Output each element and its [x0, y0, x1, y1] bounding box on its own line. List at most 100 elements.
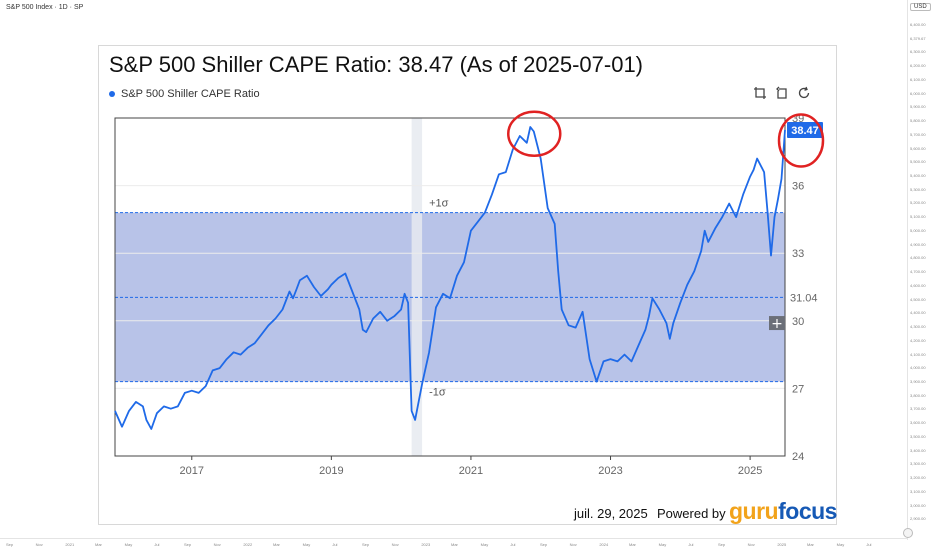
time-tick-label: Sep [184, 542, 192, 547]
time-tick-label: May [124, 542, 133, 547]
x-axis-ticks: 2017 2019 2021 2023 2025 [180, 456, 762, 477]
price-tick-label: 4,100.00 [910, 351, 926, 357]
time-tick-label: 2024 [599, 542, 609, 547]
tradingview-header: S&P 500 Index · 1D · SP [6, 4, 84, 11]
x-tick-label: 2025 [738, 465, 762, 477]
time-tick-label: Mar [629, 542, 636, 547]
chart-title: S&P 500 Shiller CAPE Ratio: 38.47 (As of… [109, 52, 644, 77]
y-tick-label: 30 [792, 316, 804, 328]
highlight-period [411, 118, 423, 456]
price-tick-label: 3,300.00 [910, 461, 926, 467]
price-tick-label: 3,100.00 [910, 488, 926, 494]
chart-toolbar [753, 86, 811, 100]
x-tick-label: 2023 [598, 465, 622, 477]
price-tick-label: 5,200.00 [910, 200, 926, 206]
price-tick-label: 3,500.00 [910, 433, 926, 439]
cape-line-chart: +1σ -1σ 31.04 2017 2019 2021 2023 2025 24 27 3… [114, 110, 825, 477]
price-tick-label: 6,000.00 [910, 90, 926, 96]
legend-dot-icon [109, 91, 115, 97]
time-tick-label: Nov [213, 542, 221, 547]
price-tick-label: 4,000.00 [910, 365, 926, 371]
scale-settings-button[interactable] [903, 528, 913, 538]
gurufocus-logo[interactable]: gurufocus [729, 498, 837, 524]
mean-value-label: 31.04 [790, 292, 818, 304]
powered-by-label: Powered by [657, 506, 726, 521]
minus-sigma-label: -1σ [429, 387, 446, 399]
price-tick-label: 5,300.00 [910, 186, 926, 192]
time-tick-label: Mar [807, 542, 814, 547]
price-tick-label: 5,800.00 [910, 118, 926, 124]
time-scale[interactable]: Sep Nov 2021 Mar May Jul Sep Nov 2022 Mar May Jul Se… [0, 538, 907, 551]
price-tick-label: 3,400.00 [910, 447, 926, 453]
time-tick-label: May [302, 542, 311, 547]
price-tick-label: 3,000.00 [910, 502, 926, 508]
time-tick-label: Sep [6, 542, 14, 547]
footer-date: juil. 29, 2025 [574, 506, 648, 521]
price-tick-label: 3,800.00 [910, 392, 926, 398]
last-value-badge [787, 121, 823, 138]
price-tick-label: 3,200.00 [910, 475, 926, 481]
time-tick-label: 2022 [243, 542, 253, 547]
y-tick-label: 36 [792, 181, 804, 193]
price-tick-label: 4,500.00 [910, 296, 926, 302]
current-circle-annotation [777, 113, 825, 168]
series-line-cape [114, 126, 786, 430]
time-tick-label: Nov [391, 542, 399, 547]
currency-badge[interactable]: USD [910, 3, 931, 11]
y-tick-label: 27 [792, 383, 804, 395]
price-tick-label: 4,200.00 [910, 337, 926, 343]
time-tick-label: May [836, 542, 845, 547]
plus-sigma-label: +1σ [429, 198, 449, 210]
add-button-bg[interactable] [769, 316, 785, 331]
time-tick-label: 2023 [421, 542, 431, 547]
price-tick-label: 5,500.00 [910, 159, 926, 165]
add-button[interactable]: + [769, 316, 785, 332]
time-tick-label: Jul [688, 542, 694, 547]
price-tick-label: 5,000.00 [910, 227, 926, 233]
legend-label: S&P 500 Shiller CAPE Ratio [121, 88, 260, 100]
price-tick-label: 5,700.00 [910, 131, 926, 137]
price-tick-label: 5,600.00 [910, 145, 926, 151]
price-tick-label: 3,700.00 [910, 406, 926, 412]
refresh-icon[interactable] [797, 86, 811, 100]
time-tick-label: Nov [747, 542, 755, 547]
crop-icon[interactable] [753, 86, 767, 100]
price-tick-label: 6,379.67 [910, 35, 926, 41]
time-tick-label: Mar [451, 542, 458, 547]
price-tick-label: 4,800.00 [910, 255, 926, 261]
time-tick-label: Sep [718, 542, 726, 547]
price-tick-label: 5,900.00 [910, 104, 926, 110]
price-scale[interactable]: USD 6,400.00 6,379.67 6,300.00 6,200.00 6,10… [907, 0, 932, 540]
peak-circle-annotation [507, 110, 562, 158]
time-tick-label: Nov [569, 542, 577, 547]
price-tick-label: 5,400.00 [910, 173, 926, 179]
cape-ratio-card: S&P 500 Shiller CAPE Ratio: 38.47 (As of… [98, 45, 837, 525]
price-tick-label: 4,900.00 [910, 241, 926, 247]
price-tick-label: 4,400.00 [910, 310, 926, 316]
x-tick-label: 2017 [180, 465, 204, 477]
y-tick-label: 24 [792, 451, 804, 463]
plot-frame [114, 117, 786, 457]
zoom-reset-icon[interactable] [775, 86, 789, 100]
time-tick-label: Nov [35, 542, 43, 547]
x-tick-label: 2019 [319, 465, 343, 477]
time-tick-label: Jul [332, 542, 338, 547]
time-tick-label: Jul [510, 542, 516, 547]
time-tick-label: May [658, 542, 667, 547]
price-tick-label: 6,400.00 [910, 22, 926, 27]
price-tick-label: 5,100.00 [910, 214, 926, 220]
time-tick-label: Sep [540, 542, 548, 547]
y-tick-label: 33 [792, 248, 804, 260]
time-tick-label: Mar [273, 542, 280, 547]
time-tick-label: Jul [866, 542, 872, 547]
price-tick-label: 4,600.00 [910, 282, 926, 288]
price-tick-label: 6,200.00 [910, 63, 926, 69]
price-tick-label: 3,600.00 [910, 420, 926, 426]
last-value-label: 38.47 [791, 125, 819, 137]
time-tick-label: Mar [95, 542, 102, 547]
time-tick-label: 2025 [777, 542, 787, 547]
plus-icon[interactable]: + [771, 316, 783, 332]
chart-legend[interactable]: S&P 500 Shiller CAPE Ratio [109, 88, 260, 100]
time-tick-label: May [480, 542, 489, 547]
x-tick-label: 2021 [459, 465, 483, 477]
